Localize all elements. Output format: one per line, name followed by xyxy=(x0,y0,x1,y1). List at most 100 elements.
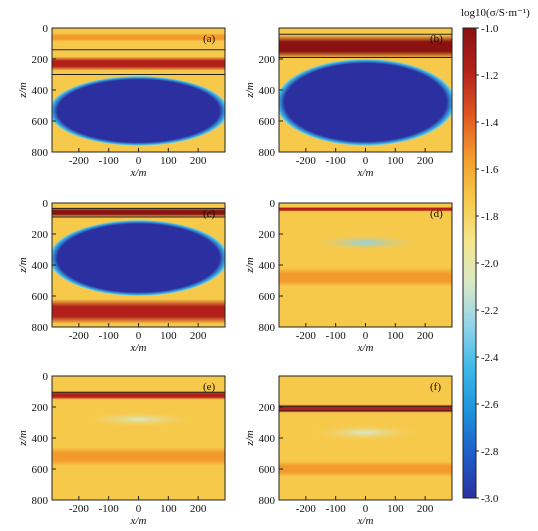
x-tick-label: 100 xyxy=(387,330,404,342)
y-tick-label: 400 xyxy=(32,85,49,97)
resistive-body xyxy=(52,220,225,296)
panel-1: (a) -200 -100 0 100 200 0 200 400 600 800 x/m z/m xyxy=(17,23,226,179)
x-tick-label: 100 xyxy=(160,330,177,342)
y-tick-label: 200 xyxy=(32,54,49,66)
x-tick-label: 100 xyxy=(160,503,177,515)
colorbar-tick-label: -1.2 xyxy=(481,70,498,82)
panel-5: (e) -200 -100 0 100 200 0 200 400 600 800 x/m z/m xyxy=(17,371,226,527)
heatmap-area xyxy=(52,376,225,500)
x-tick-label: -100 xyxy=(326,330,347,342)
y-tick-label: 400 xyxy=(259,433,276,445)
x-tick-label: 200 xyxy=(417,155,434,167)
colorbar-tick-label: -1.6 xyxy=(481,164,499,176)
conductivity-band xyxy=(279,206,452,212)
heatmap-area xyxy=(279,376,452,500)
x-tick-label: 200 xyxy=(417,503,434,515)
y-axis-label: z/m xyxy=(244,82,256,98)
conductivity-band xyxy=(279,404,452,413)
x-tick-label: 0 xyxy=(136,155,142,167)
panel-label: (a) xyxy=(203,33,216,45)
y-tick-label: 0 xyxy=(43,198,49,210)
conductivity-band xyxy=(52,299,225,324)
x-tick-label: 200 xyxy=(190,155,207,167)
colorbar-tick-label: -2.8 xyxy=(481,446,499,458)
panel-3: (c) -200 -100 0 100 200 0 200 400 600 800 x/m z/m xyxy=(17,198,226,354)
x-tick-label: 100 xyxy=(160,155,177,167)
y-tick-label: 400 xyxy=(32,260,49,272)
x-tick-label: 100 xyxy=(387,503,404,515)
colorbar-tick-label: -3.0 xyxy=(481,493,499,505)
y-tick-label: 800 xyxy=(32,495,49,507)
x-tick-label: -100 xyxy=(99,155,120,167)
x-axis-label: x/m xyxy=(130,342,147,354)
y-axis-label: z/m xyxy=(244,430,256,446)
panel-label: (f) xyxy=(430,381,441,393)
colorbar-tick-label: -1.4 xyxy=(481,117,499,129)
x-tick-label: -200 xyxy=(296,155,317,167)
colorbar-tick-label: -1.0 xyxy=(481,23,499,35)
conductivity-band xyxy=(279,268,452,287)
y-tick-label: 800 xyxy=(259,147,276,159)
x-axis-label: x/m xyxy=(130,167,147,179)
y-axis-label: z/m xyxy=(17,82,29,98)
heatmap-background xyxy=(279,203,452,327)
conductivity-band xyxy=(52,207,225,217)
x-tick-label: 0 xyxy=(136,330,142,342)
y-tick-label: 400 xyxy=(259,85,276,97)
x-tick-label: -200 xyxy=(296,503,317,515)
y-tick-label: 0 xyxy=(43,23,49,35)
x-axis-label: x/m xyxy=(130,515,147,527)
x-axis-label: x/m xyxy=(357,342,374,354)
x-tick-label: -200 xyxy=(69,155,90,167)
x-axis-label: x/m xyxy=(357,167,374,179)
colorbar-scale xyxy=(462,27,477,499)
y-tick-label: 800 xyxy=(32,322,49,334)
y-tick-label: 800 xyxy=(259,322,276,334)
colorbar-tick-label: -2.0 xyxy=(481,258,499,270)
y-tick-label: 200 xyxy=(259,54,276,66)
x-tick-label: -100 xyxy=(326,503,347,515)
y-tick-label: 600 xyxy=(259,291,276,303)
colorbar-tick-label: -1.8 xyxy=(481,211,499,223)
x-tick-label: 0 xyxy=(363,503,369,515)
panel-label: (e) xyxy=(203,381,216,393)
x-tick-label: 0 xyxy=(136,503,142,515)
resistive-body xyxy=(306,234,425,252)
y-axis-label: z/m xyxy=(244,257,256,273)
conductivity-band xyxy=(52,56,225,71)
y-axis-label: z/m xyxy=(17,430,29,446)
conductivity-band xyxy=(52,391,225,400)
y-tick-label: 800 xyxy=(259,495,276,507)
heatmap-area xyxy=(279,28,452,152)
y-axis-label: z/m xyxy=(17,257,29,273)
heatmap-area xyxy=(52,203,225,327)
colorbar-tick-label: -2.6 xyxy=(481,399,499,411)
conductivity-band xyxy=(279,461,452,477)
y-tick-label: 200 xyxy=(259,229,276,241)
y-tick-label: 400 xyxy=(259,260,276,272)
panel-label: (b) xyxy=(430,33,443,45)
heatmap-area xyxy=(52,28,225,152)
x-tick-label: 100 xyxy=(387,155,404,167)
resistive-body xyxy=(306,424,425,442)
x-tick-label: -200 xyxy=(69,330,90,342)
y-tick-label: 600 xyxy=(259,116,276,128)
colorbar-tick-label: -2.4 xyxy=(481,352,499,364)
y-tick-label: 400 xyxy=(32,433,49,445)
x-tick-label: 200 xyxy=(190,330,207,342)
y-tick-label: 800 xyxy=(32,147,49,159)
y-tick-label: 0 xyxy=(270,198,276,210)
panel-4: (d) -200 -100 0 100 200 0 200 400 600 800 x/m z/m xyxy=(244,198,453,354)
colorbar-title: log10(σ/S·m⁻¹) xyxy=(461,7,530,19)
resistive-body xyxy=(79,411,198,428)
y-tick-label: 200 xyxy=(32,402,49,414)
panel-6: (f) -200 -100 0 100 200 200 400 600 800 x/m z/m xyxy=(244,375,453,527)
x-tick-label: 0 xyxy=(363,155,369,167)
conductivity-band xyxy=(52,447,225,466)
conductivity-band xyxy=(52,33,225,42)
heatmap-area xyxy=(279,203,452,327)
y-tick-label: 200 xyxy=(32,229,49,241)
x-tick-label: -200 xyxy=(296,330,317,342)
panel-label: (c) xyxy=(203,208,216,220)
colorbar-tick-label: -2.2 xyxy=(481,305,498,317)
